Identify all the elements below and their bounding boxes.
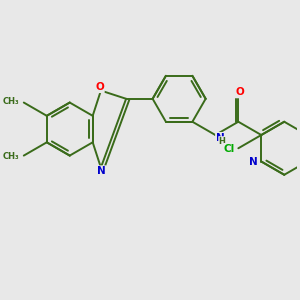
- Text: CH₃: CH₃: [2, 152, 19, 161]
- Text: O: O: [95, 82, 104, 92]
- Text: Cl: Cl: [224, 144, 235, 154]
- Text: CH₃: CH₃: [2, 97, 19, 106]
- Text: N: N: [97, 166, 106, 176]
- Text: H: H: [219, 136, 226, 146]
- Text: N: N: [216, 133, 225, 143]
- Text: O: O: [236, 87, 244, 98]
- Text: N: N: [249, 157, 258, 166]
